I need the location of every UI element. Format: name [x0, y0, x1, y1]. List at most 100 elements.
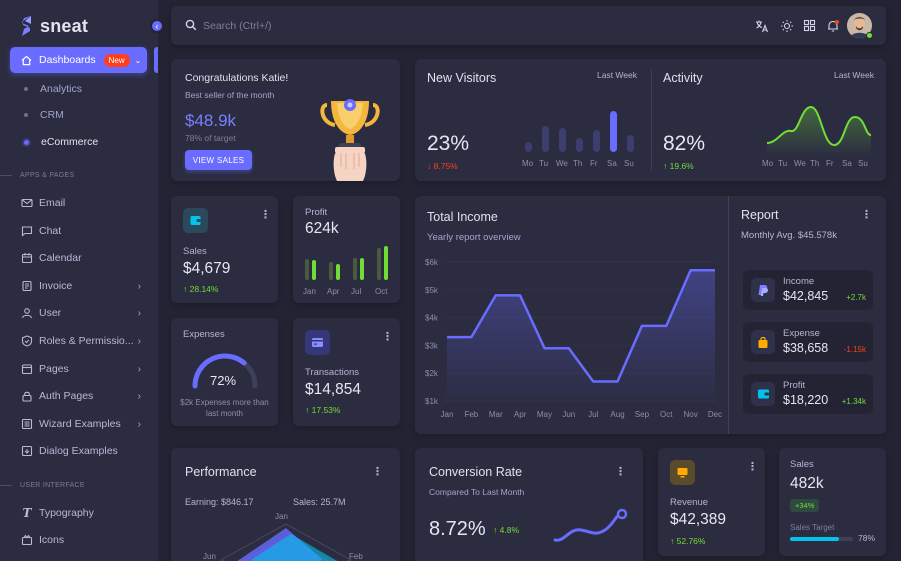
congrats-target: 78% of target: [185, 133, 236, 143]
income-x-tick: Sep: [635, 410, 650, 419]
activity-day-label: Su: [858, 159, 868, 168]
sidebar-subitem-crm[interactable]: CRM: [24, 108, 64, 122]
profit-label: Profit: [305, 207, 328, 218]
visitors-bar: [610, 111, 617, 152]
sidebar-item-invoice[interactable]: Invoice ›: [21, 278, 141, 294]
lock-icon: [22, 391, 32, 402]
typography-icon: T: [22, 506, 32, 520]
conversion-rate-card: Conversion Rate ⋮ Compared To Last Month…: [415, 448, 643, 561]
more-options-icon[interactable]: ⋮: [260, 209, 271, 221]
more-options-icon[interactable]: ⋮: [372, 466, 383, 478]
conversion-change: ↑ 4.8%: [493, 525, 519, 535]
section-header-apps: APPS & PAGES: [0, 169, 74, 181]
more-options-icon[interactable]: ⋮: [615, 466, 626, 478]
more-options-icon[interactable]: ⋮: [861, 209, 872, 221]
performance-card: Performance ⋮ Earning: $846.17 Sales: 25…: [171, 448, 400, 561]
congrats-amount: $48.9k: [185, 111, 237, 130]
visitors-day-label: Th: [573, 159, 583, 168]
sun-icon[interactable]: [779, 18, 794, 33]
sidebar-item-email[interactable]: Email: [21, 195, 141, 211]
search-icon[interactable]: [185, 19, 197, 31]
congrats-subtitle: Best seller of the month: [185, 90, 275, 100]
transactions-label: Transactions: [305, 367, 360, 378]
profit-bar: [360, 258, 364, 280]
income-x-tick: Feb: [464, 410, 478, 419]
sidebar-item-calendar[interactable]: Calendar: [21, 250, 141, 266]
sidebar-subitem-label: Analytics: [40, 83, 83, 95]
sidebar-subitem-ecommerce[interactable]: eCommerce: [24, 135, 98, 149]
search-input[interactable]: [203, 17, 443, 34]
visitors-change: ↓ 8.75%: [427, 161, 458, 171]
sidebar-subitem-label: CRM: [40, 109, 64, 121]
sidebar-item-user[interactable]: User ›: [21, 305, 141, 321]
sidebar-item-chat[interactable]: Chat: [21, 223, 141, 239]
expenses-gauge: [192, 353, 258, 389]
profit-bar-back: [305, 259, 309, 280]
total-income-card: Total Income Yearly report overview $1k $…: [415, 196, 886, 434]
online-status-dot: [866, 32, 873, 39]
income-y-tick: $1k: [425, 397, 439, 406]
sidebar-item-label: Pages: [39, 363, 69, 375]
brand-name: sneat: [40, 15, 89, 36]
activity-day-label: We: [794, 159, 806, 168]
expenses-card: Expenses 72% $2k Expenses more than last…: [171, 318, 278, 426]
report-item-label: Expense: [783, 328, 820, 339]
brand-logo[interactable]: sneat: [20, 14, 88, 38]
sidebar-item-auth-pages[interactable]: Auth Pages ›: [21, 388, 141, 404]
visitors-activity-card: New Visitors Last Week 23% ↓ 8.75% Mo Tu W…: [415, 59, 886, 181]
performance-sales: Sales: 25.7M: [293, 497, 346, 507]
chevron-right-icon: ›: [137, 335, 141, 347]
translate-icon[interactable]: [754, 18, 769, 33]
grid-icon[interactable]: [802, 18, 817, 33]
income-x-tick: May: [537, 410, 552, 419]
income-y-tick: $3k: [425, 341, 439, 350]
visitors-day-label: We: [556, 159, 568, 168]
wallet-icon: [751, 382, 775, 406]
congratulations-card: Congratulations Katie! Best seller of th…: [171, 59, 400, 181]
more-options-icon[interactable]: ⋮: [747, 461, 758, 473]
divider: [728, 196, 729, 434]
radar-label-feb: Feb: [349, 552, 363, 561]
report-item-value: $18,220: [783, 393, 829, 407]
bell-icon[interactable]: [825, 18, 840, 33]
dot-icon: [24, 87, 28, 91]
invoice-icon: [22, 280, 32, 292]
profit-month-label: Jul: [351, 287, 362, 296]
view-sales-button[interactable]: VIEW SALES: [185, 150, 252, 170]
report-title: Report: [741, 208, 779, 222]
radar-label-jan: Jan: [275, 512, 288, 521]
profit-month-label: Jan: [303, 287, 316, 296]
sidebar-item-roles[interactable]: Roles & Permissio... ›: [21, 333, 141, 349]
report-item-label: Profit: [783, 380, 806, 391]
sidebar-item-icons[interactable]: Icons: [21, 532, 141, 548]
sidebar-subitem-analytics[interactable]: Analytics: [24, 82, 82, 96]
visitors-day-label: Sa: [607, 159, 617, 168]
sidebar: sneat ‹ Dashboards New ⌄ Analytics CRM e…: [0, 0, 164, 561]
visitors-bar: [525, 142, 532, 152]
profit-bar: [384, 246, 388, 280]
income-y-tick: $2k: [425, 369, 439, 378]
desktop-icon: [670, 460, 695, 485]
sidebar-item-label: Invoice: [39, 280, 73, 292]
sidebar-item-dashboards[interactable]: Dashboards New ⌄: [10, 47, 147, 73]
activity-value: 82%: [663, 132, 706, 155]
sidebar-collapse-button[interactable]: ‹: [150, 19, 164, 33]
sidebar-item-typography[interactable]: T Typography: [21, 505, 141, 521]
conversion-subtitle: Compared To Last Month: [429, 487, 525, 497]
sidebar-item-wizard[interactable]: Wizard Examples ›: [21, 416, 141, 432]
chevron-right-icon: ›: [137, 280, 141, 292]
sidebar-item-label: Chat: [39, 225, 62, 237]
sidebar-item-label: Auth Pages: [39, 390, 94, 402]
visitors-bar: [559, 128, 566, 152]
more-options-icon[interactable]: ⋮: [382, 331, 393, 343]
wizard-icon: [21, 418, 33, 430]
sidebar-item-label: Calendar: [39, 252, 82, 264]
visitors-day-label: Tu: [539, 159, 549, 168]
paypal-icon: [751, 278, 775, 302]
income-x-tick: Dec: [708, 410, 722, 419]
income-x-tick: Oct: [660, 410, 673, 419]
sidebar-item-pages[interactable]: Pages ›: [21, 361, 141, 377]
dialog-icon: [21, 445, 33, 457]
activity-title: Activity: [663, 71, 703, 85]
sidebar-item-dialog[interactable]: Dialog Examples: [21, 443, 141, 459]
